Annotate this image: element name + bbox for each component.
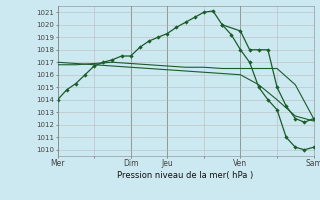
X-axis label: Pression niveau de la mer( hPa ): Pression niveau de la mer( hPa ) — [117, 171, 254, 180]
